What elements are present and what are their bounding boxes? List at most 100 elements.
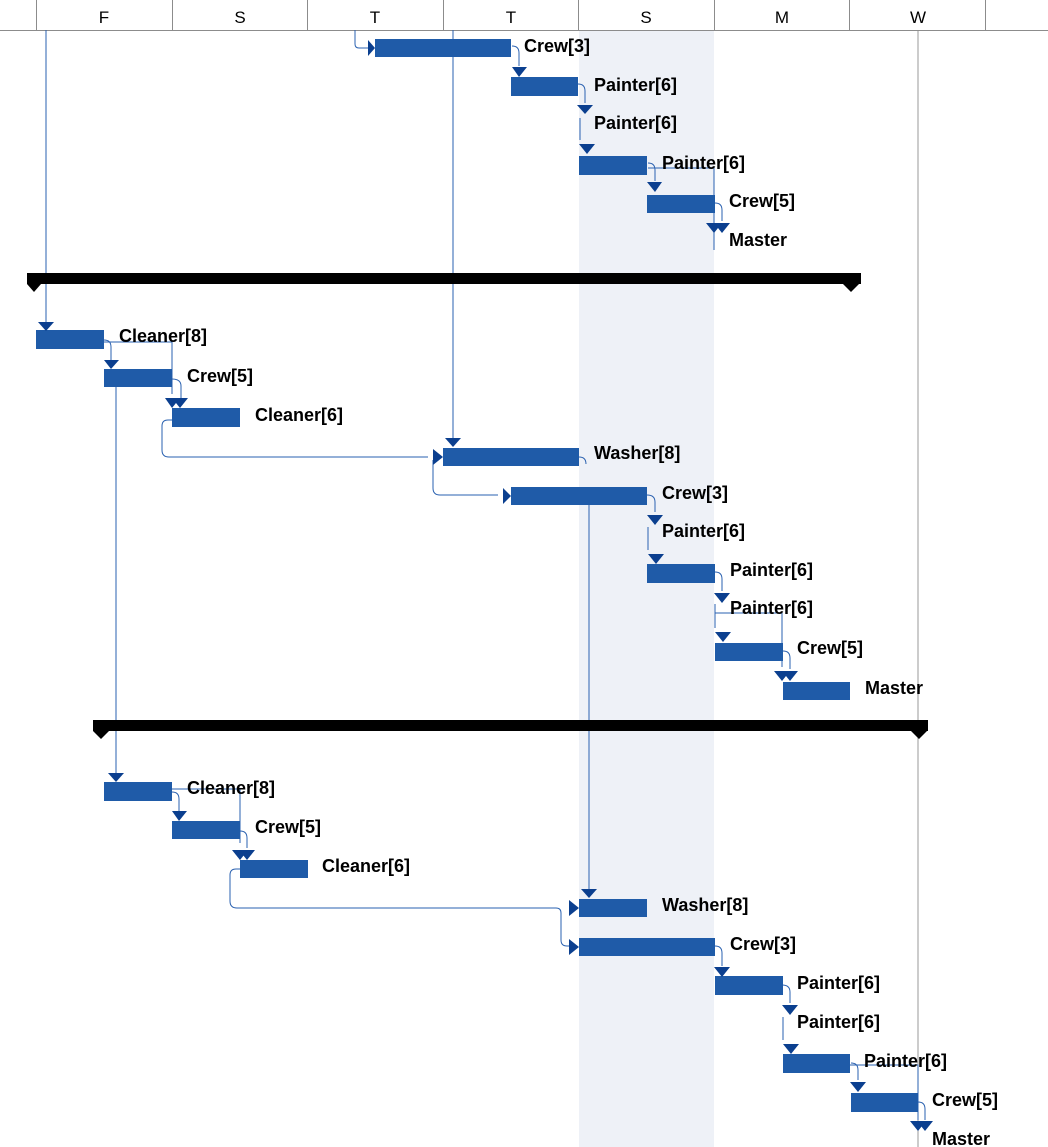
arrow-down-icon [714, 223, 730, 233]
task-bar[interactable] [647, 195, 715, 213]
timescale-header: F S T T S M W [0, 0, 1048, 31]
task-label: Cleaner[6] [255, 405, 343, 425]
task-bar[interactable] [715, 976, 783, 995]
task-bar[interactable] [715, 643, 783, 661]
dependency-link [171, 378, 182, 398]
task-bars [36, 39, 918, 1112]
task-label: Crew[5] [932, 1090, 998, 1110]
task-bar[interactable] [647, 564, 715, 583]
dependency-link [714, 571, 723, 591]
task-label: Crew[5] [729, 191, 795, 211]
arrow-right-icon [569, 900, 579, 916]
task-bar[interactable] [443, 448, 579, 466]
task-bar[interactable] [172, 821, 240, 839]
task-bar[interactable] [579, 899, 647, 917]
summary-bracket-icon [911, 731, 927, 739]
task-label: Crew[3] [730, 934, 796, 954]
task-bar[interactable] [104, 782, 172, 801]
task-label: Washer[8] [594, 443, 680, 463]
dependency-link [850, 1062, 859, 1080]
task-label: Cleaner[6] [322, 856, 410, 876]
dependency-link [432, 460, 498, 496]
arrow-down-icon [850, 1082, 866, 1092]
dependency-link [578, 456, 587, 465]
task-label: Painter[6] [594, 113, 677, 133]
summary-bar[interactable] [93, 720, 928, 739]
day-label: S [640, 8, 651, 27]
task-label: Master [932, 1129, 990, 1147]
dependency-link [171, 791, 180, 811]
arrow-down-icon [445, 438, 461, 447]
task-label: Washer[8] [662, 895, 748, 915]
arrow-down-icon [512, 67, 527, 77]
summary-bar[interactable] [27, 273, 861, 292]
arrow-down-icon [165, 398, 180, 408]
arrow-down-icon [714, 593, 730, 603]
task-label: Painter[6] [797, 973, 880, 993]
task-label: Painter[6] [594, 75, 677, 95]
task-label: Crew[5] [797, 638, 863, 658]
dependency-link [354, 30, 368, 49]
arrow-down-icon [232, 850, 248, 860]
summary-bracket-icon [27, 284, 41, 292]
task-label: Painter[6] [730, 560, 813, 580]
arrow-right-icon [368, 40, 375, 56]
dependency-link [646, 494, 656, 512]
task-bar[interactable] [579, 938, 715, 956]
dependency-link [511, 45, 520, 66]
arrow-down-icon [172, 811, 187, 821]
dependency-link [714, 945, 723, 966]
task-bar[interactable] [783, 1054, 850, 1073]
day-label: T [506, 8, 516, 27]
arrow-down-icon [38, 322, 54, 331]
arrow-down-icon [577, 105, 593, 114]
task-labels: Crew[3] Painter[6] Painter[6] Painter[6]… [119, 36, 998, 1147]
task-bar[interactable] [579, 156, 647, 175]
dependency-link [781, 984, 791, 1003]
task-bar[interactable] [783, 682, 850, 700]
task-bar[interactable] [511, 77, 578, 96]
dependency-link [161, 419, 428, 458]
dependency-link [782, 650, 791, 669]
task-label: Crew[5] [255, 817, 321, 837]
arrow-down-icon [917, 1121, 933, 1131]
non-working-time-shade [579, 30, 714, 1147]
arrow-down-icon [647, 515, 663, 525]
task-label: Cleaner[8] [187, 778, 275, 798]
task-bar[interactable] [851, 1093, 918, 1112]
arrow-down-icon [783, 1044, 799, 1054]
arrow-down-icon [714, 967, 730, 977]
arrow-right-icon [503, 488, 511, 504]
task-bar[interactable] [172, 408, 240, 427]
arrow-down-icon [579, 144, 595, 154]
task-bar[interactable] [511, 487, 647, 505]
task-label: Painter[6] [797, 1012, 880, 1032]
task-label: Crew[3] [524, 36, 590, 56]
day-label: F [99, 8, 109, 27]
dependency-link [103, 339, 112, 362]
task-label: Crew[3] [662, 483, 728, 503]
task-label: Painter[6] [730, 598, 813, 618]
arrow-down-icon [581, 889, 597, 898]
arrow-down-icon [108, 773, 124, 782]
summary-bars [27, 273, 928, 739]
task-label: Painter[6] [662, 521, 745, 541]
task-bar[interactable] [104, 369, 172, 387]
task-label: Painter[6] [864, 1051, 947, 1071]
day-label: S [234, 8, 245, 27]
dependency-link [917, 1101, 926, 1120]
dependency-link [239, 830, 248, 848]
link-arrowheads [38, 40, 933, 1131]
task-label: Cleaner[8] [119, 326, 207, 346]
summary-bracket-icon [93, 731, 109, 739]
task-bar[interactable] [36, 330, 104, 349]
dependency-link [714, 202, 723, 221]
task-bar[interactable] [375, 39, 511, 57]
task-label: Painter[6] [662, 153, 745, 173]
task-bar[interactable] [240, 860, 308, 878]
arrow-down-icon [782, 1005, 798, 1015]
arrow-right-icon [569, 939, 579, 955]
arrow-down-icon [104, 360, 119, 369]
arrow-right-icon [433, 449, 443, 465]
